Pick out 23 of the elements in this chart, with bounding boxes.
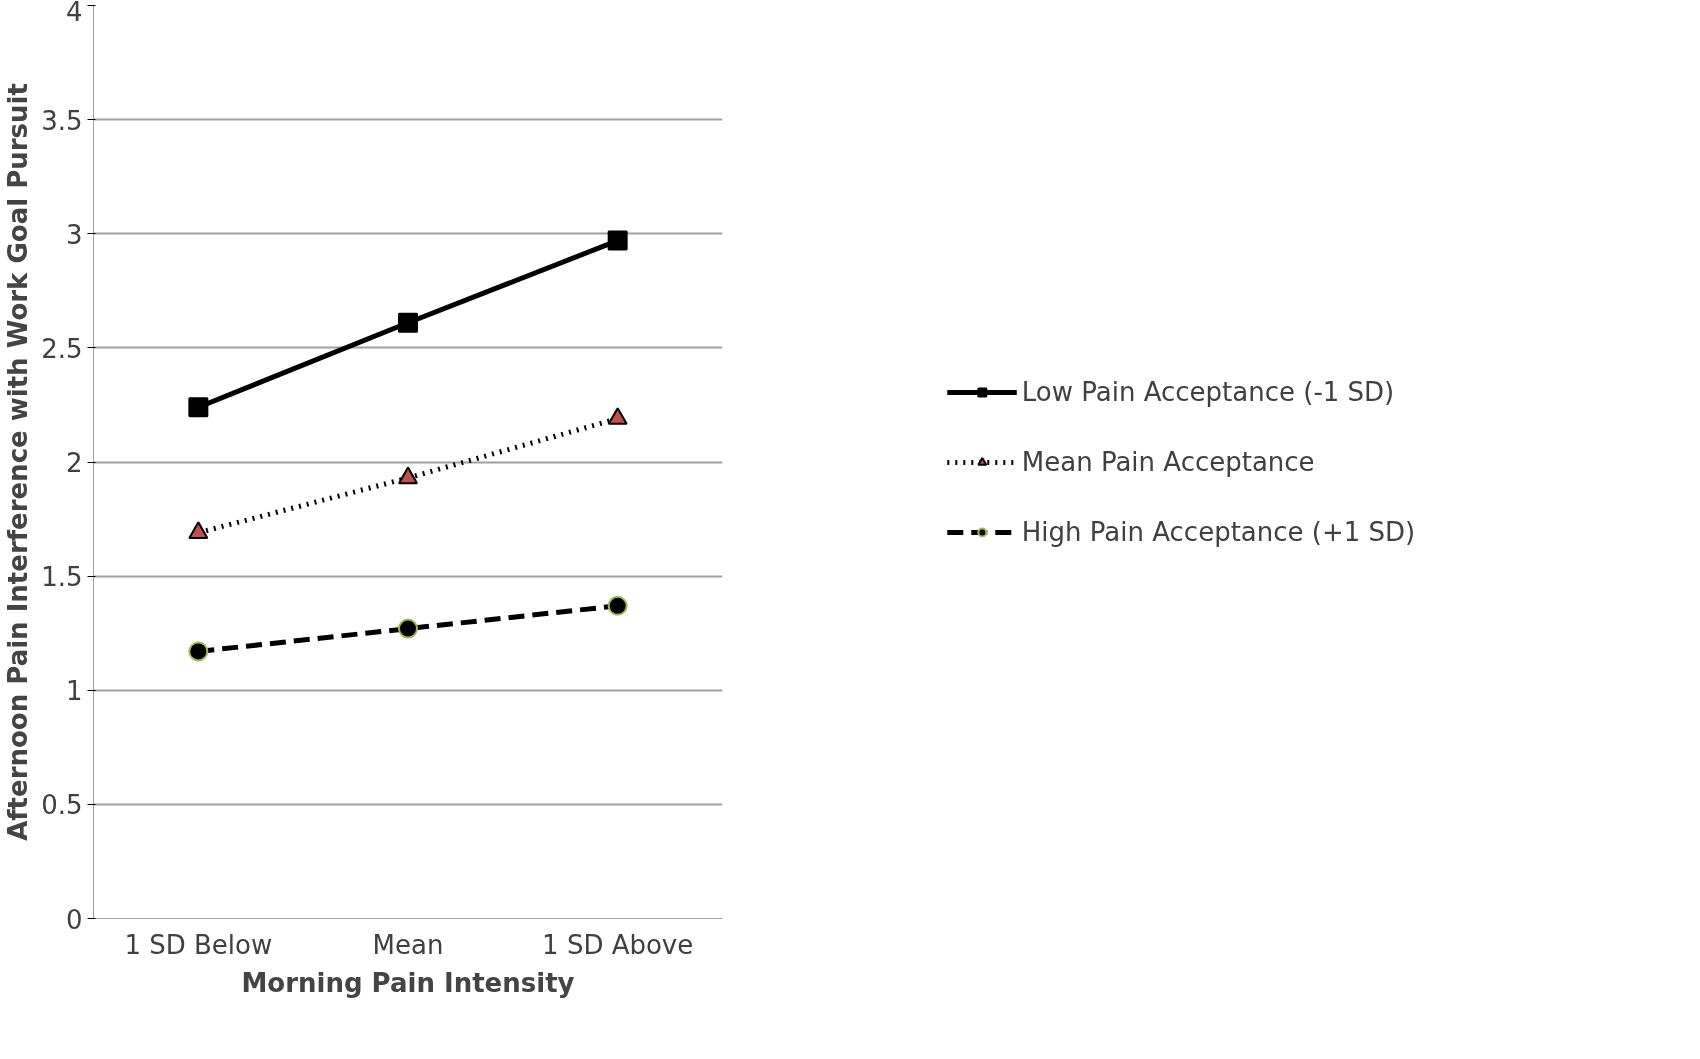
point	[398, 618, 418, 639]
x-tick-label: Mean	[372, 929, 444, 960]
point	[398, 312, 418, 333]
y-tick-label: 0.5	[41, 790, 83, 821]
x-tick-label: 1 SD Above	[542, 929, 694, 960]
point	[188, 641, 209, 662]
y-tick-label: 1.5	[41, 562, 83, 593]
x-axis-title: Morning Pain Intensity	[241, 967, 575, 998]
y-tick-label: 0	[65, 904, 83, 935]
point	[607, 595, 628, 616]
legend-label: Mean Pain Acceptance	[1021, 446, 1315, 477]
y-tick-label: 2.5	[41, 333, 83, 364]
y-tick-label: 1	[65, 676, 83, 707]
y-tick-label: 2	[65, 448, 83, 478]
y-tick-label: 4	[65, 0, 83, 27]
legend-label: High Pain Acceptance (+1 SD)	[1021, 516, 1416, 547]
x-tick-label: 1 SD Below	[124, 929, 273, 960]
y-tick-label: 3	[65, 219, 83, 250]
point	[607, 230, 628, 251]
y-tick-label: 3.5	[41, 105, 83, 136]
point	[188, 397, 209, 418]
legend-label: Low Pain Acceptance (-1 SD)	[1021, 376, 1395, 407]
y-axis-title: Afternoon Pain Interference with Work Goal Pursuit	[3, 83, 34, 841]
